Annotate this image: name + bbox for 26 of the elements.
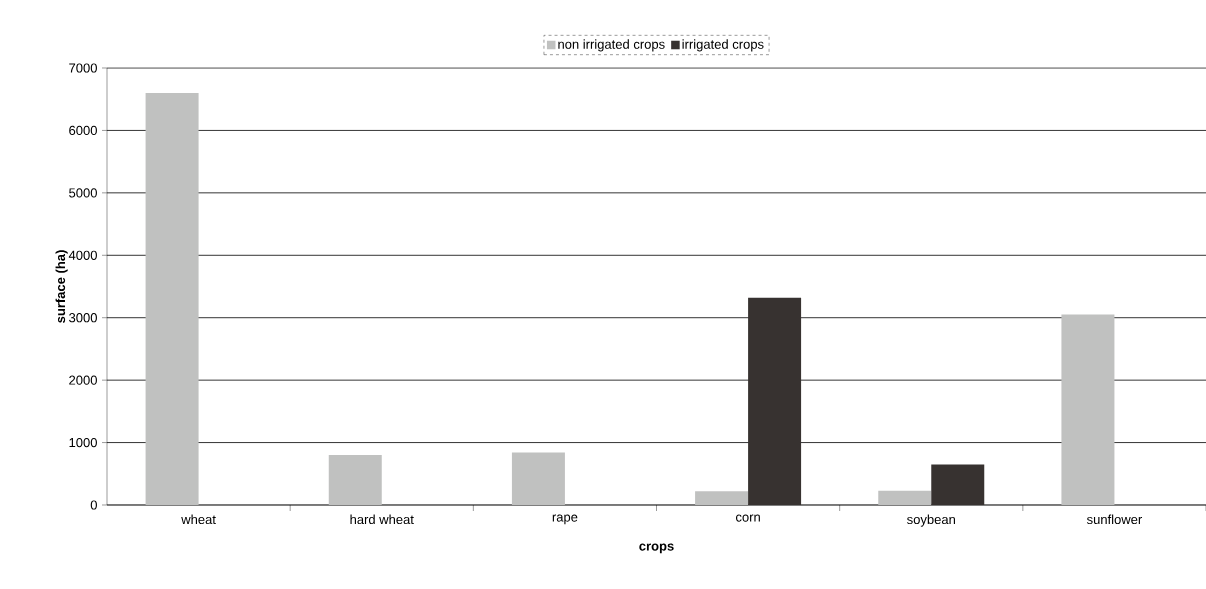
bar bbox=[145, 92, 199, 505]
legend-label: irrigated crops bbox=[682, 39, 764, 52]
y-tick-label: 6000 bbox=[69, 125, 97, 136]
bar bbox=[328, 455, 382, 505]
x-axis-title: crops bbox=[639, 543, 674, 554]
y-tick-label: 4000 bbox=[68, 250, 97, 260]
bar bbox=[1061, 314, 1115, 505]
y-tick-label: 7000 bbox=[69, 63, 97, 73]
x-tick-label: hard wheat bbox=[350, 514, 414, 525]
y-tick-label: 1000 bbox=[69, 437, 97, 448]
x-tick-label: wheat bbox=[181, 514, 216, 525]
bar bbox=[748, 297, 802, 505]
y-tick-label: 3000 bbox=[69, 313, 97, 323]
y-tick-label: 2000 bbox=[69, 375, 97, 385]
legend-label: non irrigated crops bbox=[558, 39, 665, 52]
x-tick-label: corn bbox=[736, 514, 760, 522]
y-tick-label: 0 bbox=[90, 500, 97, 510]
y-tick-label: 5000 bbox=[69, 188, 97, 198]
bar bbox=[695, 491, 749, 505]
y-axis-title: surface (ha) bbox=[55, 250, 68, 323]
x-tick-label: rape bbox=[552, 514, 578, 525]
x-tick-label: sunflower bbox=[1086, 514, 1143, 525]
bar bbox=[931, 464, 985, 505]
x-tick-label: soybean bbox=[907, 514, 955, 527]
bar bbox=[511, 452, 565, 505]
bar bbox=[878, 490, 932, 505]
